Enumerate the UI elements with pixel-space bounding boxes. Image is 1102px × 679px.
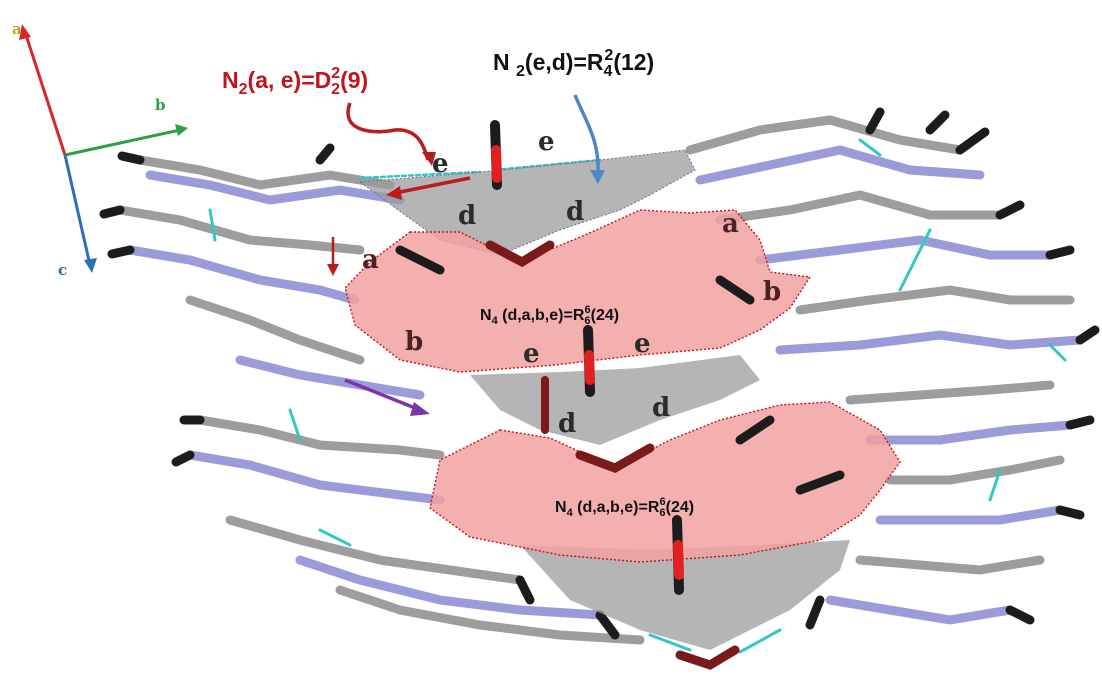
- bond-letter-e2: e: [538, 127, 555, 157]
- notation-n2-ed: N 2(e,d)=R42(12): [493, 47, 654, 80]
- ring-region-lower: [429, 401, 901, 563]
- axis-b-arrowhead: [175, 124, 188, 136]
- molecular-ribbons: [99, 107, 1100, 654]
- solvent-molecules: [395, 120, 845, 670]
- red-straight-arrow: [394, 176, 471, 195]
- purple-arrow: [344, 378, 421, 412]
- motif-region-bottom: [520, 540, 850, 650]
- bond-letter-a2: a: [722, 209, 739, 239]
- axis-a-arrowhead: [19, 24, 31, 40]
- bond-letter-e1: e: [432, 149, 449, 179]
- annotation-arrows: [327, 94, 605, 416]
- red-curved-arrowhead: [422, 152, 436, 166]
- blue-curved-arrow: [573, 94, 600, 176]
- bond-letters: e e d d a a b b e e d d: [362, 127, 781, 439]
- ring-label-lower: N4 (d,a,b,e)=R66(24): [555, 496, 694, 519]
- axis-b-line: [64, 128, 181, 157]
- bond-letter-b2: b: [763, 277, 781, 307]
- motif-region-top: [358, 149, 696, 256]
- ring-regions: [344, 209, 901, 563]
- purple-arrowhead: [410, 402, 430, 416]
- ring-region-upper: [344, 209, 812, 373]
- bond-letter-d1: d: [458, 201, 476, 231]
- red-curved-arrow: [346, 102, 430, 161]
- notation-n2-ae: N2(a, e)=D2 2(9): [222, 65, 368, 98]
- bond-letter-e4: e: [634, 329, 651, 359]
- red-small-arrowhead: [327, 264, 339, 276]
- axis-c-line: [63, 154, 92, 266]
- bond-letter-d3: d: [558, 409, 576, 439]
- ring-label-upper: N4 (d,a,b,e)=R66(24): [480, 304, 619, 327]
- bond-letter-b1: b: [405, 327, 423, 357]
- red-straight-arrowhead: [386, 186, 402, 200]
- motif-gray-regions: [358, 149, 850, 650]
- blue-curved-arrowhead: [590, 170, 605, 184]
- axis-a-label: a: [12, 20, 22, 38]
- bond-letter-e3: e: [523, 339, 540, 369]
- bond-letter-d2: d: [566, 197, 584, 227]
- axis-a-line: [23, 31, 67, 156]
- bond-letter-a1: a: [362, 245, 379, 275]
- axis-c-label: c: [58, 261, 67, 279]
- bond-letter-d4: d: [652, 393, 670, 423]
- axis-b-label: b: [155, 96, 166, 114]
- axis-c-arrowhead: [84, 258, 97, 273]
- crystal-axes: a b c: [12, 20, 188, 279]
